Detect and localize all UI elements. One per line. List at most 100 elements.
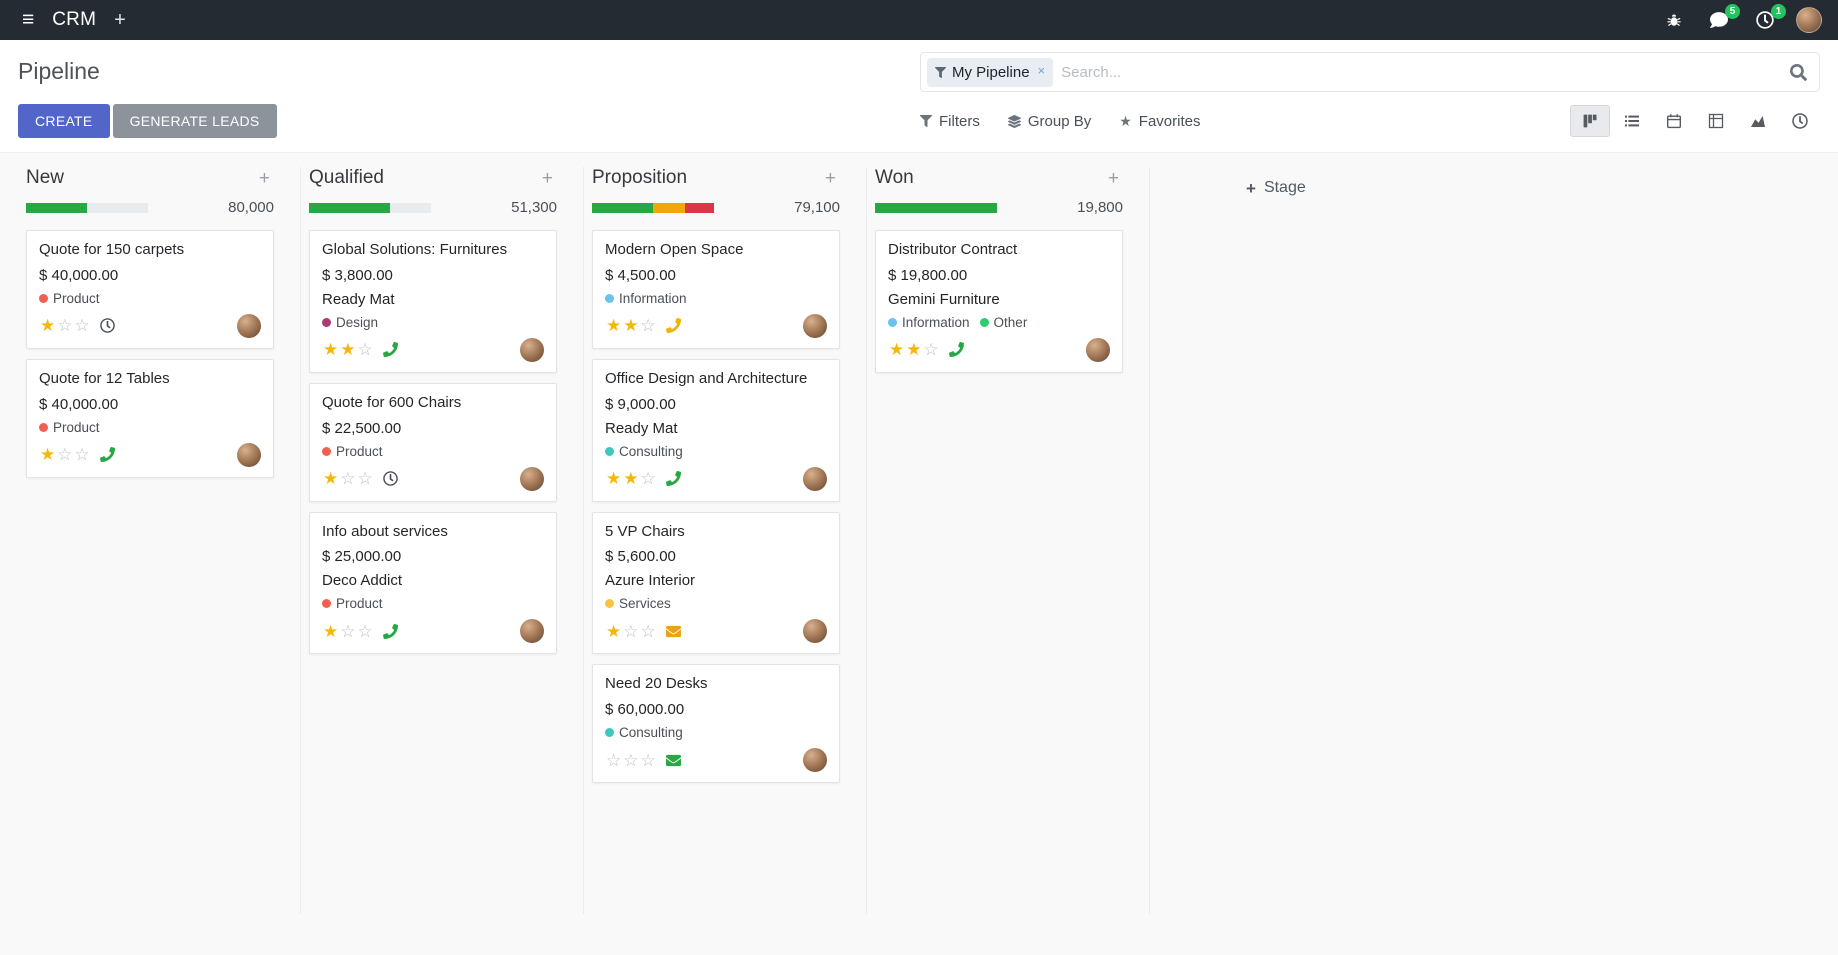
star-empty-icon[interactable]: ☆ (74, 445, 90, 464)
star-filled-icon[interactable]: ★ (40, 445, 56, 464)
tag: Services (605, 596, 671, 611)
column-quick-create-button[interactable]: + (538, 169, 557, 188)
column-progressbar[interactable] (592, 202, 714, 213)
activity-mail-icon[interactable] (665, 624, 681, 639)
progressbar-segment[interactable] (26, 202, 87, 213)
activity-phone-icon[interactable] (382, 623, 398, 639)
star-filled-icon[interactable]: ★ (323, 621, 339, 641)
star-empty-icon[interactable]: ☆ (340, 621, 356, 641)
star-filled-icon[interactable]: ★ (606, 621, 622, 641)
group-by-menu[interactable]: Group By (1007, 113, 1091, 130)
star-empty-icon[interactable]: ☆ (640, 316, 656, 336)
create-button[interactable]: CREATE (18, 104, 110, 138)
topbar-right: 5 1 (1658, 4, 1824, 35)
star-empty-icon[interactable]: ☆ (606, 750, 622, 770)
activity-phone-icon[interactable] (665, 471, 681, 486)
kanban-card[interactable]: Info about services $ 25,000.00 Deco Addic… (309, 511, 557, 655)
search-facet[interactable]: My Pipeline × (927, 57, 1054, 87)
star-empty-icon[interactable]: ☆ (640, 621, 656, 641)
progressbar-segment[interactable] (309, 202, 390, 213)
activity-phone-icon[interactable] (382, 342, 398, 358)
star-empty-icon[interactable]: ☆ (640, 750, 656, 770)
star-filled-icon[interactable]: ★ (40, 316, 56, 336)
column-title: Won (875, 167, 914, 188)
card-title: 5 VP Chairs (605, 522, 685, 540)
card-tags: Design (322, 315, 544, 330)
kanban-card[interactable]: Modern Open Space $ 4,500.00 Information ★ ★… (592, 230, 840, 349)
star-empty-icon[interactable]: ☆ (340, 469, 356, 488)
progressbar-segment[interactable] (653, 202, 685, 213)
column-progressbar[interactable] (26, 202, 148, 213)
column-quick-create-button[interactable]: + (821, 169, 840, 188)
kanban-card[interactable]: Office Design and Architecture $ 9,000.00… (592, 358, 840, 502)
view-graph-button[interactable] (1738, 105, 1778, 137)
star-filled-icon[interactable]: ★ (323, 340, 339, 360)
search-bar[interactable]: My Pipeline × (920, 52, 1820, 92)
debug-bug-icon[interactable] (1658, 8, 1690, 32)
column-quick-create-button[interactable]: + (255, 169, 274, 188)
star-empty-icon[interactable]: ☆ (57, 445, 73, 464)
view-pivot-button[interactable] (1696, 105, 1736, 137)
star-empty-icon[interactable]: ☆ (57, 316, 73, 336)
star-empty-icon[interactable]: ☆ (357, 469, 373, 488)
app-name-button[interactable]: CRM (46, 5, 102, 35)
activity-clock-icon[interactable] (99, 318, 115, 334)
activity-phone-icon[interactable] (948, 342, 964, 358)
column-total: 51,300 (511, 199, 557, 216)
activity-clock-icon[interactable] (382, 471, 398, 486)
apps-menu-icon[interactable]: ≡ (14, 4, 42, 36)
progressbar-segment[interactable] (875, 202, 997, 213)
user-menu-button[interactable] (1794, 5, 1824, 35)
activity-phone-icon[interactable] (99, 447, 115, 462)
star-filled-icon[interactable]: ★ (323, 469, 339, 488)
kanban-card[interactable]: Global Solutions: Furnitures $ 3,800.00 Re… (309, 230, 557, 373)
card-tags: Consulting (605, 725, 827, 740)
star-filled-icon[interactable]: ★ (623, 469, 639, 488)
activities-button[interactable]: 1 (1748, 4, 1786, 33)
kanban-card[interactable]: Quote for 150 carpets $ 40,000.00 Product ★… (26, 230, 274, 349)
search-icon[interactable] (1790, 63, 1807, 81)
view-activity-button[interactable] (1780, 105, 1820, 137)
column-quick-create-button[interactable]: + (1104, 169, 1123, 188)
card-tags: Information Other (888, 315, 1110, 330)
column-progressbar[interactable] (875, 202, 997, 213)
kanban-card[interactable]: Quote for 600 Chairs $ 22,500.00 Product ★ ☆… (309, 382, 557, 502)
star-empty-icon[interactable]: ☆ (74, 316, 90, 336)
favorites-menu[interactable]: ★ Favorites (1119, 113, 1200, 130)
kanban-card[interactable]: Need 20 Desks $ 60,000.00 Consulting ☆ ☆ ☆ (592, 664, 840, 783)
star-empty-icon[interactable]: ☆ (623, 750, 639, 770)
star-empty-icon[interactable]: ☆ (357, 340, 373, 360)
activity-mail-icon[interactable] (665, 753, 681, 768)
messages-button[interactable]: 5 (1702, 4, 1740, 33)
kanban-card[interactable]: 5 VP Chairs $ 5,600.00 Azure Interior Servi… (592, 511, 840, 655)
activity-phone-icon[interactable] (665, 318, 681, 334)
new-tab-icon[interactable]: + (106, 5, 134, 36)
star-empty-icon[interactable]: ☆ (623, 621, 639, 641)
star-filled-icon[interactable]: ★ (889, 340, 905, 360)
kanban-column: Won +19,800 Distributor Contract $ 19,800.0… (867, 167, 1150, 914)
view-kanban-button[interactable] (1570, 105, 1610, 137)
generate-leads-button[interactable]: GENERATE LEADS (112, 104, 277, 138)
column-progressbar[interactable] (309, 202, 431, 213)
star-filled-icon[interactable]: ★ (606, 316, 622, 336)
star-empty-icon[interactable]: ☆ (923, 340, 939, 360)
star-filled-icon[interactable]: ★ (623, 316, 639, 336)
add-stage-button[interactable]: + Stage (1246, 179, 1306, 197)
view-list-button[interactable] (1612, 105, 1652, 137)
kanban-card[interactable]: Quote for 12 Tables $ 40,000.00 Product ★ ☆ ☆ (26, 358, 274, 478)
progressbar-segment[interactable] (592, 202, 653, 213)
facet-remove-icon[interactable]: × (1037, 62, 1046, 78)
star-filled-icon[interactable]: ★ (340, 340, 356, 360)
view-calendar-button[interactable] (1654, 105, 1694, 137)
activities-badge: 1 (1771, 4, 1786, 19)
star-empty-icon[interactable]: ☆ (357, 621, 373, 641)
card-partner: Azure Interior (605, 572, 696, 590)
card-footer-left: ☆ ☆ ☆ (605, 752, 681, 769)
search-input[interactable] (1061, 63, 1782, 81)
star-filled-icon[interactable]: ★ (906, 340, 922, 360)
star-empty-icon[interactable]: ☆ (640, 469, 656, 488)
star-filled-icon[interactable]: ★ (606, 469, 622, 488)
kanban-card[interactable]: Distributor Contract $ 19,800.00 Gemini Fu… (875, 230, 1123, 373)
filters-menu[interactable]: Filters (920, 113, 980, 130)
progressbar-segment[interactable] (684, 202, 714, 213)
